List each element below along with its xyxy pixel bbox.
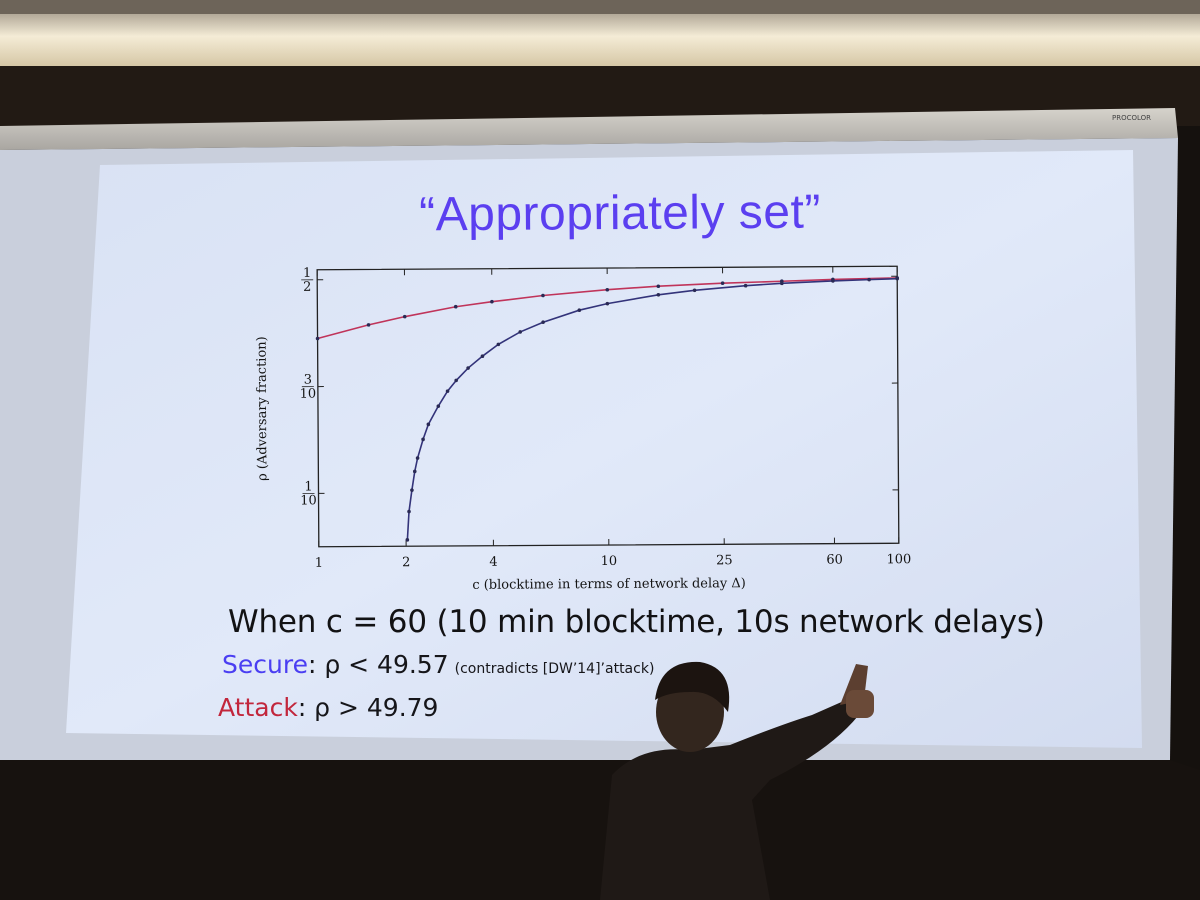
series-2-line xyxy=(406,277,898,540)
series-2-point xyxy=(518,330,523,334)
note-line: When c = 60 (10 min blocktime, 10s netwo… xyxy=(228,604,1045,640)
series-2-point xyxy=(831,279,835,283)
series-1-point xyxy=(315,336,320,341)
series-2-point xyxy=(410,488,414,492)
projector-brand: PROCOLOR xyxy=(1112,114,1151,122)
y-tick-denominator: 2 xyxy=(303,280,311,295)
series-1-point xyxy=(402,314,407,319)
series-2-point xyxy=(496,342,501,347)
series-2-point xyxy=(541,320,545,324)
series-2-point xyxy=(412,469,417,474)
x-tick-label: 10 xyxy=(601,554,618,569)
x-tick-label: 60 xyxy=(826,553,843,568)
series-2-point xyxy=(480,354,485,359)
series-2-point xyxy=(605,301,610,306)
secure-line: Secure: ρ < 49.57 (contradicts [DW’14]’at… xyxy=(222,650,654,679)
attack-line: Attack: ρ > 49.79 xyxy=(218,693,438,722)
series-1-point xyxy=(490,299,494,304)
series-2-point xyxy=(743,283,748,288)
y-tick-numerator: 1 xyxy=(304,479,312,494)
series-2-point xyxy=(867,277,871,282)
series-2-point xyxy=(454,378,458,383)
x-tick-label: 1 xyxy=(315,556,323,571)
x-tick-label: 25 xyxy=(716,553,733,568)
attack-value: : ρ > 49.79 xyxy=(297,693,439,722)
x-tick-label: 4 xyxy=(489,555,497,570)
x-tick-label: 100 xyxy=(886,552,911,567)
series-2-point xyxy=(895,276,900,281)
plot-frame xyxy=(316,265,900,548)
secure-value: : ρ < 49.57 xyxy=(307,650,449,679)
speaker-silhouette xyxy=(600,661,874,900)
series-2-point xyxy=(415,456,420,460)
y-tick-denominator: 10 xyxy=(300,493,317,508)
series-2-point xyxy=(445,389,450,393)
series-2-point xyxy=(421,437,425,442)
series-1-point xyxy=(720,281,725,285)
attack-label: Attack xyxy=(218,693,298,722)
series-2-point xyxy=(466,366,470,370)
series-2-point xyxy=(692,288,697,293)
series-1-line xyxy=(317,277,898,340)
series-2-point xyxy=(656,292,661,297)
y-axis-label: ρ (Adversary fraction) xyxy=(255,336,271,481)
secure-citation: (contradicts [DW’14]’attack) xyxy=(454,661,655,677)
floor xyxy=(0,760,1200,900)
series-1-point xyxy=(605,287,610,292)
series-1-point xyxy=(541,293,545,298)
series-2-point xyxy=(780,281,784,286)
projected-slide xyxy=(66,150,1142,748)
series-1-point xyxy=(656,284,661,289)
series-2-point xyxy=(407,509,411,514)
y-tick-numerator: 3 xyxy=(304,373,312,388)
series-1-point xyxy=(453,304,458,309)
series-2-point xyxy=(405,538,410,542)
series-1-point xyxy=(366,323,371,327)
x-tick-label: 2 xyxy=(402,555,410,570)
y-tick-numerator: 1 xyxy=(303,266,311,281)
secure-label: Secure xyxy=(222,650,308,679)
x-axis-label: c (blocktime in terms of network delay Δ… xyxy=(472,576,746,593)
screen-housing xyxy=(0,108,1178,150)
y-tick-denominator: 10 xyxy=(300,387,317,402)
series-2-point xyxy=(577,308,582,313)
series-2-point xyxy=(436,404,441,408)
series-2-point xyxy=(426,422,431,427)
